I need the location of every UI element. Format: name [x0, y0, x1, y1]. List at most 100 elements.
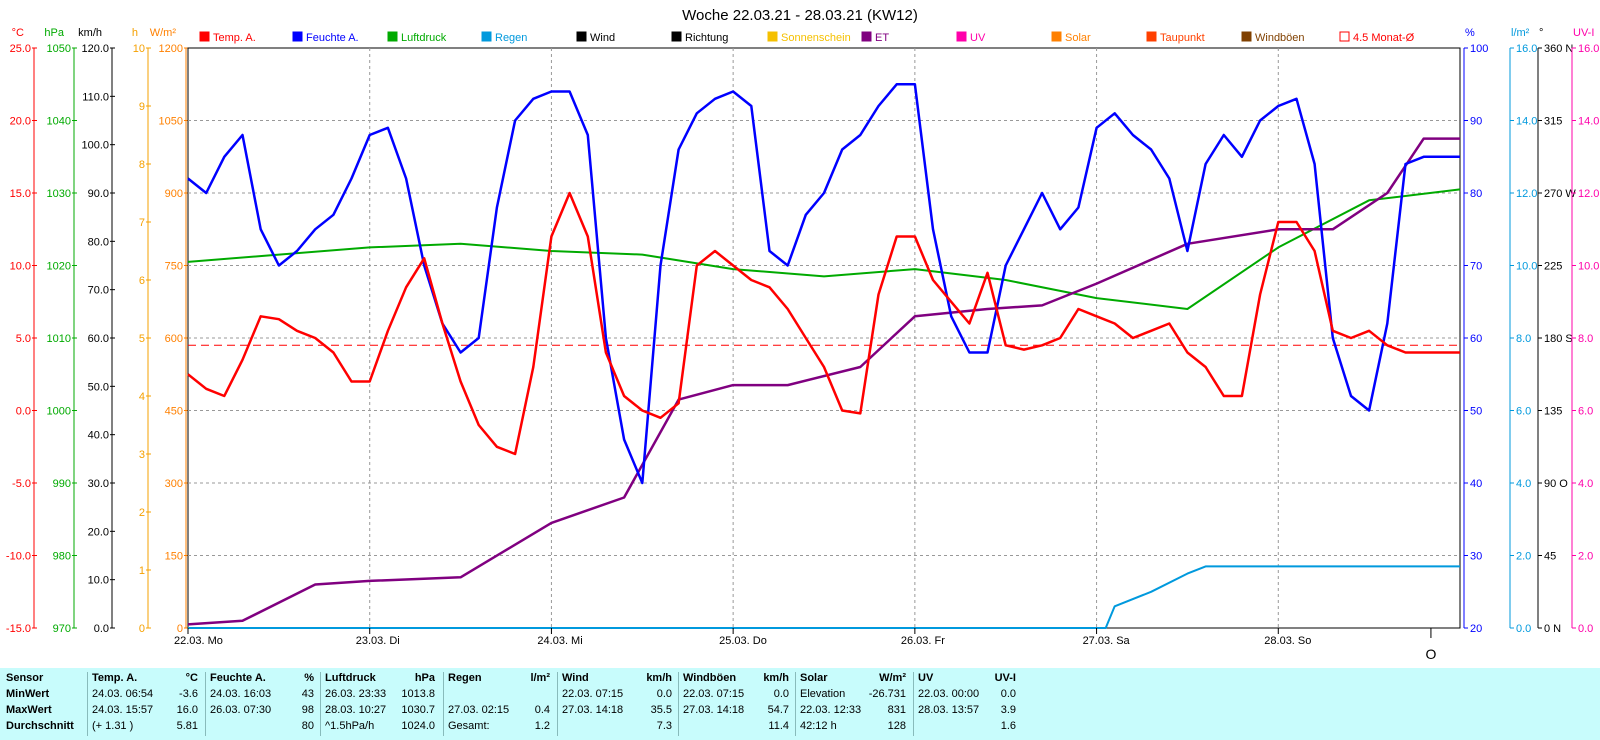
stats-cell-note: 27.03. 14:18	[562, 704, 624, 716]
stats-cell-value: -26.731	[868, 688, 906, 700]
axis-tick-label: 750	[165, 261, 183, 273]
axis-tick-label: 270 W	[1544, 188, 1576, 200]
stats-header: Temp. A.	[92, 672, 138, 684]
legend-swatch	[1051, 31, 1062, 42]
stats-separator	[913, 672, 914, 736]
stats-separator	[557, 672, 558, 736]
axis-tick-label: 10.0	[10, 261, 31, 273]
axis-tick-label: 10	[133, 43, 145, 55]
axis-tick-label: 1010	[47, 333, 71, 345]
stats-separator	[87, 672, 88, 736]
legend-swatch	[956, 31, 967, 42]
legend-swatch	[1339, 31, 1350, 42]
stats-cell-value: 831	[887, 704, 906, 716]
axis-tick-label: 45	[1544, 551, 1556, 563]
x-label: 26.03. Fr	[901, 635, 945, 647]
axis-unit: °	[1539, 27, 1543, 39]
axis-tick-label: 980	[53, 551, 71, 563]
axis-tick-label: 6.0	[1516, 406, 1531, 418]
x-label: 24.03. Mi	[537, 635, 582, 647]
legend-label: Feuchte A.	[306, 32, 359, 44]
axis-tick-label: 16.0	[1578, 43, 1599, 55]
legend-label: Richtung	[685, 32, 728, 44]
axis-unit: W/m²	[150, 27, 177, 39]
axis-tick-label: 135	[1544, 406, 1562, 418]
axis-tick-label: 60.0	[88, 333, 109, 345]
left-axes: °C25.020.015.010.05.00.0-5.0-10.0-15.0hP…	[6, 27, 189, 635]
legend-swatch	[292, 31, 303, 42]
axis-tick-label: -15.0	[6, 623, 31, 635]
stats-header: UV	[918, 672, 934, 684]
axis-tick-label: 70	[1470, 261, 1482, 273]
axis-tick-label: 5	[139, 333, 145, 345]
legend-swatch	[1146, 31, 1157, 42]
stats-cell-value: 16.0	[176, 704, 198, 716]
stats-cell-note: ^1.5hPa/h	[325, 720, 375, 732]
x-axis: 22.03. Mo 23.03. Di 24.03. Mi 25.03. Do 26.0…	[174, 628, 1436, 662]
axis-tick-label: 990	[53, 478, 71, 490]
stats-cell-note: 27.03. 02:15	[448, 704, 510, 716]
legend-swatch	[576, 31, 587, 42]
axis-tick-label: 80.0	[88, 236, 109, 248]
stats-cell-note: Gesamt:	[448, 720, 490, 732]
stats-row-label: MinWert	[6, 688, 50, 700]
axis-tick-label: -10.0	[6, 551, 31, 563]
stats-cell-note: 22.03. 07:15	[683, 688, 745, 700]
stats-header-unit: l/m²	[530, 672, 550, 684]
stats-header: Solar	[800, 672, 828, 684]
axis-tick-label: 600	[165, 333, 183, 345]
axis-unit: UV-I	[1573, 27, 1594, 39]
axis-unit: °C	[12, 27, 24, 39]
axis-tick-label: 110.0	[82, 91, 109, 103]
legend: Temp. A. Feuchte A. Luftdruck Regen Wind Rich…	[199, 31, 1415, 44]
stats-cell-value: 0.0	[1000, 688, 1016, 700]
axis-tick-label: 50	[1470, 406, 1482, 418]
stats-cell-value: 43	[301, 688, 314, 700]
axis-tick-label: 90 O	[1544, 478, 1568, 490]
axis-tick-label: 4.0	[1578, 478, 1593, 490]
legend-label: ET	[875, 32, 889, 44]
stats-header-unit: hPa	[414, 672, 435, 684]
stats-cell-note: 26.03. 23:33	[325, 688, 387, 700]
axis-tick-label: -5.0	[12, 478, 31, 490]
axis-tick-label: 15.0	[10, 188, 31, 200]
stats-header-unit: °C	[185, 672, 198, 684]
stats-cell-note: 22.03. 07:15	[562, 688, 624, 700]
axis-tick-label: 1040	[47, 116, 71, 128]
legend-swatch	[767, 31, 778, 42]
x-label: 23.03. Di	[356, 635, 400, 647]
axis-tick-label: 6	[139, 275, 145, 287]
axis-tick-label: 10.0	[88, 575, 109, 587]
axis-tick-label: 360 N	[1544, 43, 1573, 55]
stats-separator	[205, 672, 206, 736]
axis-tick-label: 300	[165, 478, 183, 490]
x-label: 27.03. Sa	[1083, 635, 1131, 647]
axis-tick-label: 14.0	[1578, 116, 1599, 128]
stats-header-unit: UV-I	[994, 672, 1016, 684]
et-line	[187, 137, 1460, 626]
stats-cell-value: 0.4	[534, 704, 550, 716]
axis-tick-label: 1050	[47, 43, 71, 55]
axis-tick-label: 120.0	[81, 43, 109, 55]
axis-tick-label: 0.0	[94, 623, 109, 635]
legend-label: Windböen	[1255, 32, 1305, 44]
axis-tick-label: 90	[1470, 116, 1482, 128]
stats-cell-note: 42:12 h	[800, 720, 837, 732]
axis-tick-label: 9	[139, 101, 145, 113]
stats-cell-value: 1.6	[1000, 720, 1016, 732]
stats-cell-note: 27.03. 14:18	[683, 704, 745, 716]
x-label: 28.03. So	[1264, 635, 1311, 647]
axis-tick-label: 90.0	[88, 188, 109, 200]
stats-row-label: Durchschnitt	[6, 720, 74, 732]
stats-cell-note: 22.03. 00:00	[918, 688, 980, 700]
stats-cell-value: 3.9	[1000, 704, 1016, 716]
legend-swatch	[861, 31, 872, 42]
legend-swatch	[671, 31, 682, 42]
axis-tick-label: 225	[1544, 261, 1562, 273]
plot-area	[187, 47, 1461, 629]
stats-cell-value: 128	[887, 720, 906, 732]
stats-header: Feuchte A.	[210, 672, 266, 684]
legend-swatch	[481, 31, 492, 42]
legend-label: Regen	[495, 32, 527, 44]
axis-unit: hPa	[44, 27, 64, 39]
